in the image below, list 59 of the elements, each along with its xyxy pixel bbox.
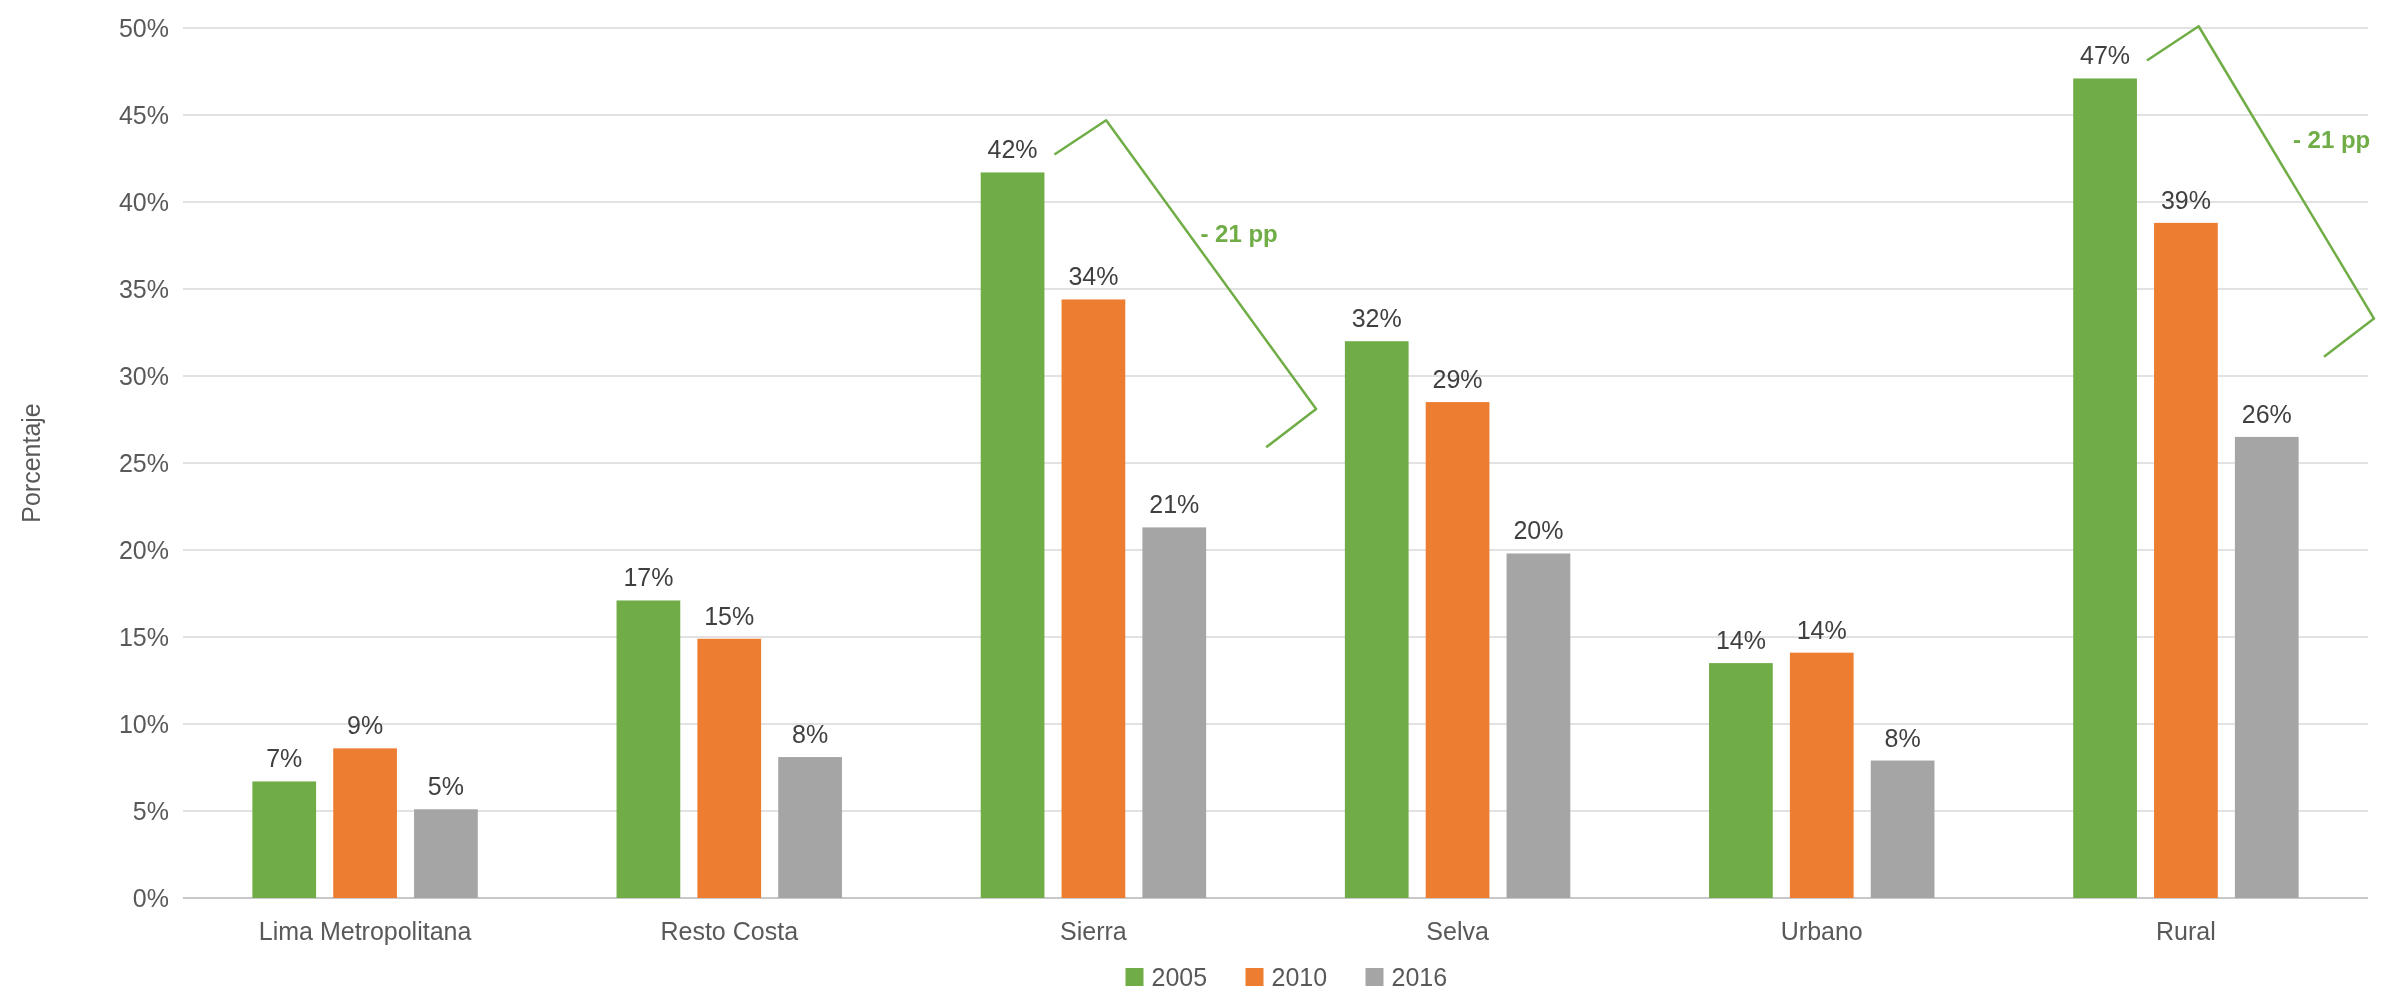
- legend-label: 2005: [1151, 963, 1208, 991]
- x-tick-label: Rural: [2156, 917, 2216, 945]
- y-tick-label: 35%: [118, 274, 169, 303]
- bar: [980, 172, 1045, 898]
- data-label: 21%: [1149, 490, 1200, 519]
- legend-label: 2016: [1391, 963, 1448, 991]
- x-tick-label: Selva: [1426, 917, 1489, 945]
- y-tick-label: 50%: [118, 13, 169, 42]
- x-tick-label: Urbano: [1780, 917, 1863, 945]
- x-tick-label: Sierra: [1060, 917, 1127, 945]
- y-tick-label: 0%: [132, 883, 169, 912]
- bar: [2154, 222, 2218, 898]
- annotation: - 21 pp: [2292, 125, 2371, 153]
- bar: [1789, 652, 1854, 898]
- y-tick-label: 5%: [132, 796, 169, 825]
- legend-label: 2010: [1271, 963, 1328, 991]
- annotation: - 21 pp: [1200, 219, 1278, 247]
- data-label: 8%: [792, 720, 829, 749]
- bar: [2234, 436, 2299, 898]
- bar: [2073, 78, 2137, 898]
- y-tick-label: 25%: [118, 448, 169, 477]
- bar: [697, 638, 762, 898]
- data-label: 8%: [1884, 723, 1921, 752]
- data-label: 14%: [1796, 615, 1847, 644]
- data-label: 5%: [427, 772, 464, 801]
- x-tick-label: Resto Costa: [660, 917, 799, 945]
- data-label: 17%: [623, 563, 674, 592]
- bar: [778, 757, 842, 898]
- data-label: 29%: [1432, 365, 1483, 394]
- bar: [252, 781, 317, 898]
- data-label: 9%: [347, 711, 384, 740]
- bar: [1425, 402, 1490, 898]
- data-label: 20%: [1513, 516, 1564, 545]
- y-tick-label: 40%: [118, 187, 169, 216]
- x-tick-label: Lima Metropolitana: [258, 917, 472, 945]
- data-label: 47%: [2080, 41, 2131, 70]
- bar: [1506, 553, 1571, 898]
- data-label: 26%: [2241, 399, 2292, 428]
- data-label: 42%: [987, 135, 1038, 164]
- bar: [1061, 299, 1126, 898]
- bar: [333, 748, 397, 898]
- data-label: 7%: [266, 744, 303, 773]
- y-tick-label: 45%: [118, 100, 169, 129]
- bar: [616, 600, 681, 898]
- y-axis-title: Porcentaje: [17, 403, 45, 523]
- bar: [1709, 663, 1773, 898]
- data-label: 15%: [704, 601, 755, 630]
- data-label: 32%: [1351, 304, 1402, 333]
- y-tick-label: 10%: [118, 709, 169, 738]
- bar: [1142, 527, 1207, 898]
- data-label: 14%: [1715, 626, 1766, 655]
- bar: [1344, 341, 1409, 898]
- bar: [1870, 760, 1935, 898]
- y-tick-label: 30%: [118, 361, 169, 390]
- data-label: 34%: [1068, 262, 1119, 291]
- y-tick-label: 20%: [118, 535, 169, 564]
- bar: [414, 809, 478, 898]
- data-label: 39%: [2160, 185, 2211, 214]
- y-tick-label: 15%: [118, 622, 169, 651]
